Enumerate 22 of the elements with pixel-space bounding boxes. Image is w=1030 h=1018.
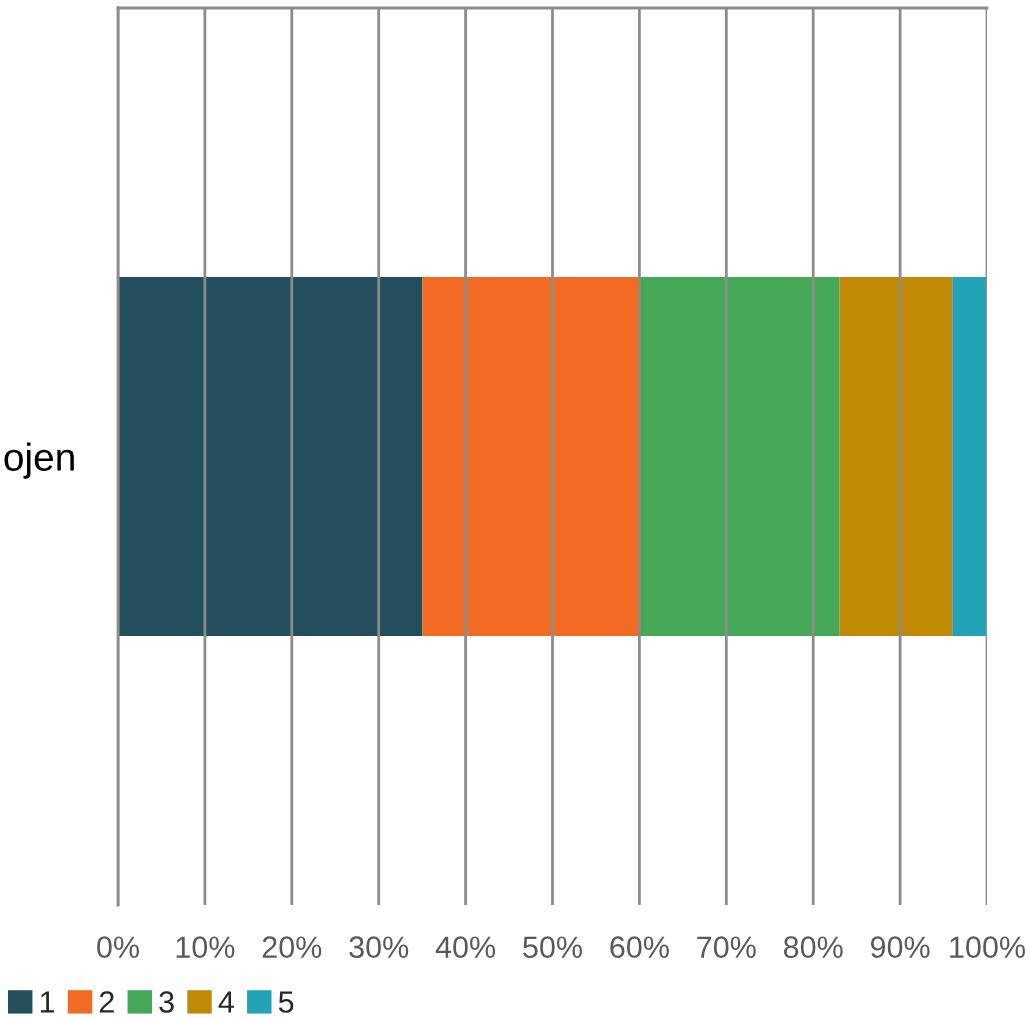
bar (839, 277, 953, 636)
x-tick-label: 0% (97, 936, 139, 958)
x-tick-label: 90% (870, 936, 930, 958)
x-tick-label: 80% (783, 936, 843, 958)
legend-label: 5 (278, 991, 294, 1013)
bar (952, 277, 987, 636)
x-tick-label: 40% (435, 936, 496, 958)
legend-label: 2 (99, 991, 114, 1013)
bar (118, 277, 423, 636)
bar (639, 277, 840, 636)
legend-label: 4 (218, 991, 234, 1013)
bar (422, 277, 640, 636)
x-tick-label: 50% (523, 936, 582, 958)
x-tick-label: 10% (176, 936, 235, 958)
legend-label: 3 (159, 991, 174, 1013)
x-tick-label: 30% (349, 936, 409, 958)
y-tick-label: ojen (4, 442, 74, 479)
x-tick-label: 70% (697, 936, 756, 958)
x-tick-label: 100% (950, 936, 1025, 958)
x-tick-label: 60% (610, 936, 669, 958)
legend-label: 1 (40, 991, 55, 1013)
x-tick-label: 20% (262, 936, 322, 958)
